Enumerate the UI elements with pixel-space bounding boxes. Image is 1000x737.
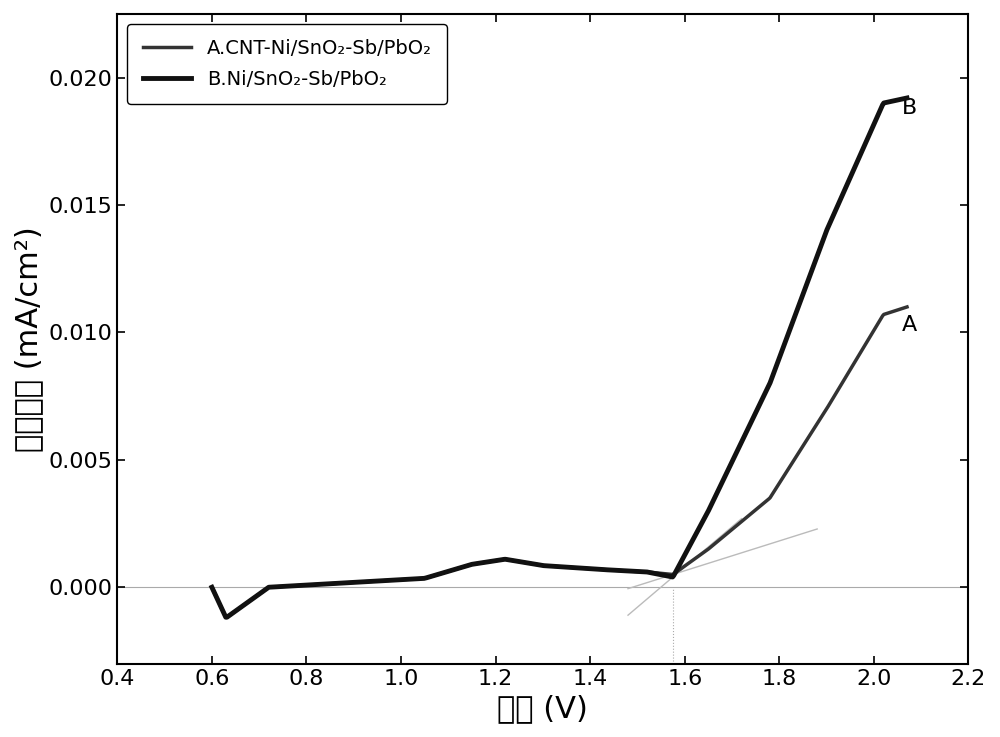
A.CNT-Ni/SnO₂-Sb/PbO₂ — [330, 579, 342, 588]
B.Ni/SnO₂-Sb/PbO₂ — [730, 448, 742, 457]
B.Ni/SnO₂-Sb/PbO₂ — [386, 576, 398, 584]
B.Ni/SnO₂-Sb/PbO₂ — [206, 583, 218, 592]
Legend: A.CNT-Ni/SnO₂-Sb/PbO₂, B.Ni/SnO₂-Sb/PbO₂: A.CNT-Ni/SnO₂-Sb/PbO₂, B.Ni/SnO₂-Sb/PbO₂ — [127, 24, 447, 105]
A.CNT-Ni/SnO₂-Sb/PbO₂ — [730, 521, 742, 530]
X-axis label: 电压 (V): 电压 (V) — [497, 694, 588, 723]
B.Ni/SnO₂-Sb/PbO₂ — [901, 94, 913, 102]
B.Ni/SnO₂-Sb/PbO₂ — [220, 613, 232, 622]
A.CNT-Ni/SnO₂-Sb/PbO₂ — [901, 302, 913, 311]
Y-axis label: 电流密度 (mA/cm²): 电流密度 (mA/cm²) — [14, 226, 43, 452]
A.CNT-Ni/SnO₂-Sb/PbO₂ — [671, 567, 683, 576]
B.Ni/SnO₂-Sb/PbO₂ — [617, 566, 629, 575]
Text: B: B — [902, 98, 918, 118]
Line: A.CNT-Ni/SnO₂-Sb/PbO₂: A.CNT-Ni/SnO₂-Sb/PbO₂ — [212, 307, 907, 618]
A.CNT-Ni/SnO₂-Sb/PbO₂ — [206, 583, 218, 592]
B.Ni/SnO₂-Sb/PbO₂ — [522, 559, 534, 567]
A.CNT-Ni/SnO₂-Sb/PbO₂ — [522, 559, 534, 567]
A.CNT-Ni/SnO₂-Sb/PbO₂ — [386, 576, 398, 584]
A.CNT-Ni/SnO₂-Sb/PbO₂ — [220, 613, 232, 622]
Text: A: A — [902, 315, 918, 335]
B.Ni/SnO₂-Sb/PbO₂ — [330, 579, 342, 588]
B.Ni/SnO₂-Sb/PbO₂ — [671, 565, 683, 573]
A.CNT-Ni/SnO₂-Sb/PbO₂ — [617, 566, 629, 575]
Line: B.Ni/SnO₂-Sb/PbO₂: B.Ni/SnO₂-Sb/PbO₂ — [212, 98, 907, 618]
